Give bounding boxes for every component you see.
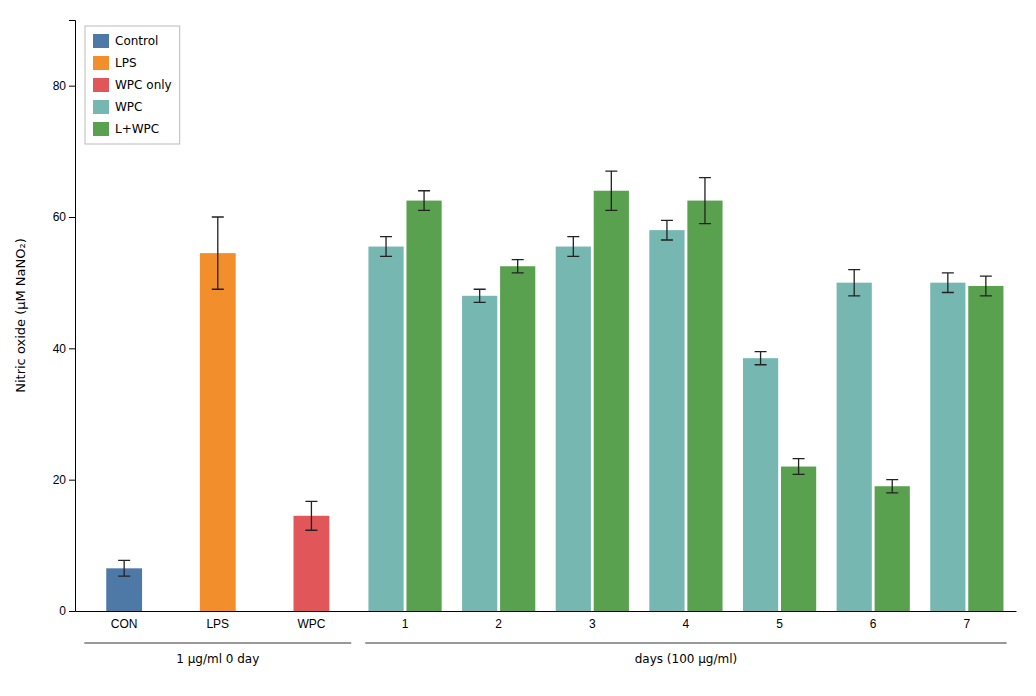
bar — [687, 201, 722, 611]
legend: Control LPS WPC only WPC L+WPC — [85, 26, 180, 144]
bar — [594, 191, 629, 611]
bars — [106, 171, 1003, 611]
x-tick: 6 — [870, 617, 877, 631]
legend-box — [85, 26, 180, 144]
y-tick-label: 20 — [53, 473, 67, 487]
legend-label: WPC only — [115, 78, 172, 92]
bar — [837, 283, 872, 611]
bar — [368, 247, 403, 611]
x-tick-label: LPS — [206, 617, 229, 631]
y-tick: 20 — [53, 473, 75, 487]
x-tick: 3 — [589, 617, 596, 631]
error-bar — [118, 560, 130, 576]
y-tick-mark — [69, 86, 75, 87]
bar — [875, 486, 910, 611]
error-bar — [418, 191, 430, 211]
y-tick: 40 — [53, 342, 75, 356]
legend-label: L+WPC — [115, 122, 159, 136]
x-tick-label: 5 — [776, 617, 783, 631]
legend-swatch — [93, 122, 109, 136]
y-tick: 80 — [53, 79, 75, 93]
bar — [781, 467, 816, 611]
x-tick: CON — [111, 617, 138, 631]
y-tick-mark — [69, 348, 75, 349]
y-tick-mark — [69, 611, 75, 612]
group-bracket — [365, 643, 1006, 644]
x-tick: 2 — [495, 617, 502, 631]
bar — [462, 296, 497, 611]
error-bar — [567, 237, 579, 257]
error-bar — [755, 352, 767, 365]
group-label: 1 μg/ml 0 day — [176, 652, 259, 666]
legend-label: LPS — [115, 56, 137, 70]
x-tick-label: 1 — [402, 617, 409, 631]
bar — [556, 247, 591, 611]
x-tick: 4 — [683, 617, 690, 631]
error-bar — [212, 217, 224, 289]
error-bar — [699, 178, 711, 224]
legend-label: WPC — [115, 100, 142, 114]
y-axis-line — [69, 21, 76, 612]
bar — [968, 286, 1003, 611]
x-tick: 7 — [963, 617, 970, 631]
bar — [500, 266, 535, 611]
x-axis: CON LPS WPC 1 2 3 4 5 6 7 — [76, 612, 1017, 631]
plot: CON LPS WPC 1 2 3 4 5 6 7 0 20 40 60 80 Nitric oxide (μ… — [13, 21, 1017, 667]
bar — [649, 230, 684, 611]
legend-swatch — [93, 34, 109, 48]
bar — [200, 253, 236, 611]
error-bar — [886, 480, 898, 493]
x-tick-label: 3 — [589, 617, 596, 631]
error-bar — [661, 220, 673, 240]
error-bar — [942, 273, 954, 293]
group-bracket — [84, 643, 351, 644]
error-bar — [980, 276, 992, 296]
legend-swatch — [93, 56, 109, 70]
bar — [406, 201, 441, 611]
x-tick: WPC — [297, 617, 325, 631]
x-tick-label: 7 — [963, 617, 970, 631]
bar — [743, 358, 778, 611]
x-tick-label: 4 — [683, 617, 690, 631]
y-tick-label: 60 — [53, 210, 67, 224]
bar — [930, 283, 965, 611]
error-bar — [793, 459, 805, 475]
y-axis-title: Nitric oxide (μM NaNO₂) — [13, 238, 28, 393]
error-bar — [305, 501, 317, 530]
legend-item: WPC — [93, 100, 142, 114]
legend-item: Control — [93, 34, 158, 48]
legend-item: WPC only — [93, 78, 172, 92]
group-label: days (100 μg/ml) — [635, 652, 738, 666]
y-axis: 0 20 40 60 80 — [53, 21, 76, 619]
y-tick-mark — [69, 217, 75, 218]
legend-swatch — [93, 100, 109, 114]
legend-item: L+WPC — [93, 122, 159, 136]
x-tick: 5 — [776, 617, 783, 631]
x-tick-label: 2 — [495, 617, 502, 631]
y-tick: 0 — [59, 604, 75, 618]
x-tick: 1 — [402, 617, 409, 631]
g: Control LPS WPC only WPC L+WPC — [93, 34, 172, 136]
error-bar — [380, 237, 392, 257]
error-bar — [848, 270, 860, 296]
x-tick-label: 6 — [870, 617, 877, 631]
legend-item: LPS — [93, 56, 137, 70]
legend-swatch — [93, 78, 109, 92]
y-tick-label: 0 — [59, 604, 66, 618]
x-tick-label: CON — [111, 617, 138, 631]
y-tick-label: 40 — [53, 342, 67, 356]
y-tick-label: 80 — [53, 79, 67, 93]
legend-label: Control — [115, 34, 158, 48]
chart: CON LPS WPC 1 2 3 4 5 6 7 0 20 40 60 80 Nitric oxide (μ… — [0, 0, 1036, 696]
x-tick-label: WPC — [297, 617, 325, 631]
y-tick-mark — [69, 480, 75, 481]
y-tick: 60 — [53, 210, 75, 224]
x-tick: LPS — [206, 617, 229, 631]
error-bar — [474, 289, 486, 302]
x-axis-line — [76, 611, 1017, 612]
error-bar — [605, 171, 617, 210]
error-bar — [512, 260, 524, 273]
